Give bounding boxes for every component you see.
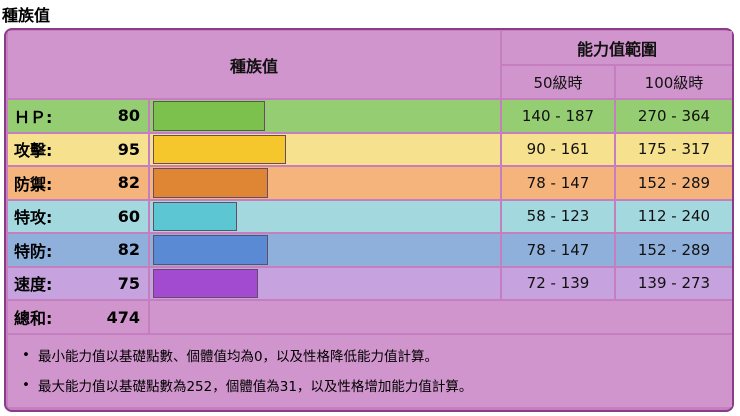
stat-value: 82: [117, 173, 140, 193]
stat-name-cell: [8, 133, 148, 165]
range-cell: 152 - 289: [616, 167, 732, 199]
stat-name: ＨＰ:: [14, 107, 53, 127]
stat-name: 特防:: [14, 241, 53, 261]
stat-name: 速度:: [14, 275, 53, 295]
stat-bar: [153, 101, 265, 131]
stat-name-cell: [8, 167, 148, 199]
total-value: 474: [106, 307, 140, 327]
range-cell: 72 - 139: [502, 267, 614, 299]
stat-value: 95: [117, 139, 140, 159]
range-cell: 175 - 317: [616, 133, 732, 165]
total-blank: [150, 301, 732, 333]
total-cell: [8, 301, 148, 333]
page-title: 種族值: [2, 6, 51, 25]
range-cell: 112 - 240: [616, 200, 732, 232]
header-cell: 能力值範圍: [502, 31, 732, 64]
stat-bar: [153, 235, 268, 265]
stat-name-cell: [8, 100, 148, 132]
range-cell: 78 - 147: [502, 234, 614, 266]
stat-bar: [153, 168, 268, 198]
range-cell: 78 - 147: [502, 167, 614, 199]
range-cell: 90 - 161: [502, 133, 614, 165]
stat-bar: [153, 268, 258, 298]
stat-bar: [153, 134, 286, 164]
stat-name: 攻擊:: [14, 141, 53, 161]
header-cell: 50級時: [502, 66, 614, 98]
header-cell: 種族值: [8, 31, 500, 98]
stat-bar: [153, 201, 237, 231]
stat-value: 60: [117, 206, 140, 226]
range-cell: 270 - 364: [616, 100, 732, 132]
stat-name: 防禦:: [14, 174, 53, 194]
range-cell: 139 - 273: [616, 267, 732, 299]
stat-value: 75: [117, 273, 140, 293]
total-name: 總和:: [14, 309, 53, 328]
stat-name-cell: [8, 234, 148, 266]
stat-value: 82: [117, 240, 140, 260]
range-cell: 140 - 187: [502, 100, 614, 132]
note: 最小能力值以基礎點數、個體值均為0，以及性格降低能力值計算。: [22, 343, 722, 367]
note: 最大能力值以基礎點數為252，個體值為31，以及性格增加能力值計算。: [22, 373, 722, 397]
stat-value: 80: [117, 106, 140, 126]
stat-name-cell: [8, 200, 148, 232]
range-cell: 152 - 289: [616, 234, 732, 266]
header-cell: 100級時: [616, 66, 732, 98]
stat-name-cell: [8, 267, 148, 299]
stat-name: 特攻:: [14, 208, 53, 228]
range-cell: 58 - 123: [502, 200, 614, 232]
